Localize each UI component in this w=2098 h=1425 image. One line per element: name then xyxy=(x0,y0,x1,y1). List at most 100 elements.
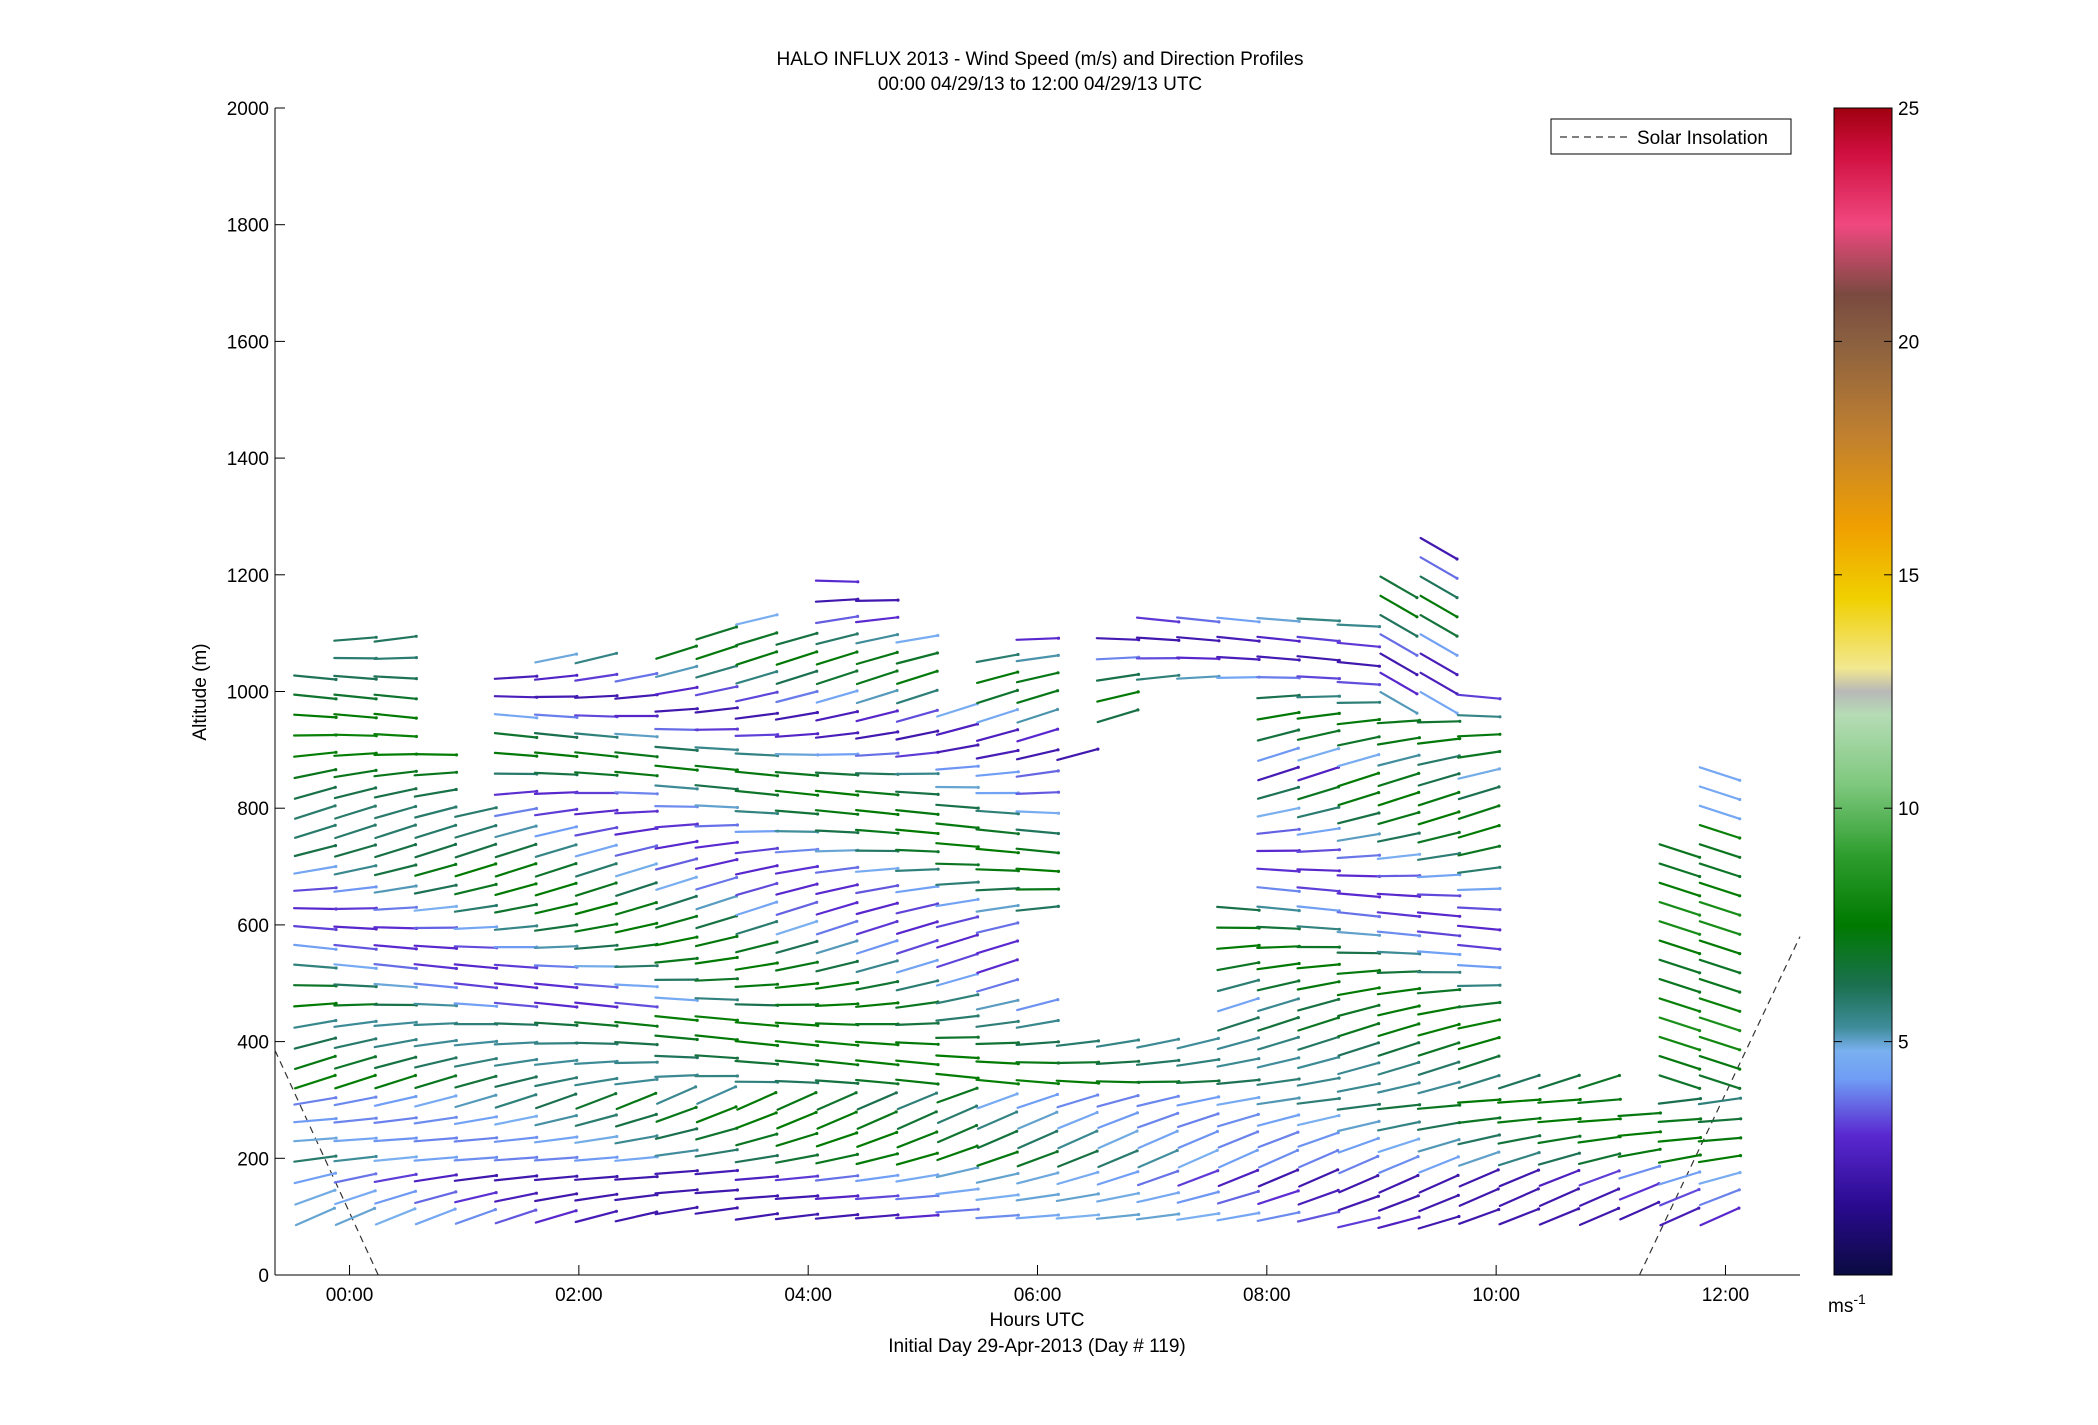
wind-arrow-head xyxy=(1455,711,1459,715)
wind-arrow xyxy=(1497,1151,1541,1167)
wind-arrow-head xyxy=(1498,732,1502,736)
wind-arrow xyxy=(1256,1113,1300,1127)
wind-arrow xyxy=(976,689,1019,705)
wind-arrow xyxy=(654,804,699,808)
wind-arrow xyxy=(774,732,819,738)
wind-arrow xyxy=(1376,970,1421,975)
wind-arrow-head xyxy=(976,1166,980,1170)
wind-arrow-head xyxy=(774,1111,778,1115)
wind-arrow-head xyxy=(1337,997,1341,1001)
wind-arrow-head xyxy=(1658,1147,1662,1151)
wind-arrow xyxy=(1216,997,1260,1013)
wind-arrow-head xyxy=(1377,895,1382,899)
wind-arrow xyxy=(614,922,658,934)
wind-arrow-head xyxy=(735,840,739,844)
wind-arrow-head xyxy=(1698,1009,1702,1013)
wind-arrow-head xyxy=(775,940,779,944)
wind-arrow-head xyxy=(1056,831,1060,836)
wind-arrow-head xyxy=(1257,908,1261,912)
wind-arrow xyxy=(454,1191,498,1204)
wind-arrow-head xyxy=(934,1110,938,1114)
wind-arrow xyxy=(1296,1114,1341,1127)
wind-arrow xyxy=(1659,1206,1700,1227)
wind-arrow-head xyxy=(1136,672,1141,677)
wind-arrow xyxy=(1336,969,1381,975)
wind-arrow-head xyxy=(454,770,459,774)
wind-arrow-head xyxy=(454,946,459,951)
wind-arrow xyxy=(1336,641,1381,648)
wind-arrow-head xyxy=(695,1018,699,1023)
wind-arrow-head xyxy=(1016,851,1020,855)
wind-arrow-head xyxy=(1698,1097,1703,1101)
wind-arrow xyxy=(534,652,578,664)
wind-arrow-head xyxy=(896,793,900,797)
wind-arrow xyxy=(534,902,578,915)
colorbar-tick-label: 15 xyxy=(1898,566,1919,587)
wind-arrow-head xyxy=(856,1063,860,1067)
wind-arrow xyxy=(855,669,899,686)
wind-arrow xyxy=(1096,1192,1140,1203)
wind-arrow-head xyxy=(976,743,980,747)
wind-arrow-head xyxy=(816,1174,820,1178)
wind-arrow-head xyxy=(1617,1169,1621,1173)
wind-arrow xyxy=(373,752,418,757)
wind-arrow-head xyxy=(495,1004,499,1008)
wind-arrow xyxy=(976,1110,1018,1130)
wind-arrow-head xyxy=(815,650,819,654)
wind-arrow xyxy=(975,868,1020,872)
wind-arrow xyxy=(1619,1201,1660,1221)
wind-arrow-head xyxy=(1056,851,1060,855)
wind-arrow xyxy=(1377,791,1420,807)
wind-arrow-head xyxy=(535,1135,539,1139)
wind-arrow-head xyxy=(1097,1213,1101,1217)
wind-arrow xyxy=(1015,654,1060,663)
wind-arrow-head xyxy=(1415,653,1419,657)
wind-arrow xyxy=(1498,1168,1540,1188)
wind-arrow xyxy=(814,1079,859,1085)
wind-arrow xyxy=(895,1059,940,1066)
wind-arrow-head xyxy=(1738,1048,1742,1052)
wind-arrow-head xyxy=(936,902,940,906)
wind-arrow-head xyxy=(815,669,819,673)
wind-arrow-head xyxy=(1015,939,1020,943)
wind-arrow xyxy=(534,1209,578,1224)
wind-arrow-head xyxy=(454,787,458,792)
wind-arrow xyxy=(1135,616,1180,624)
wind-arrow xyxy=(614,1210,658,1223)
wind-arrow-head xyxy=(1055,1129,1059,1133)
wind-arrow xyxy=(533,923,578,932)
wind-arrow-head xyxy=(1497,1054,1501,1058)
wind-arrow xyxy=(895,1000,940,1009)
wind-arrow xyxy=(1337,1022,1380,1038)
wind-arrow xyxy=(373,863,417,877)
wind-arrow xyxy=(533,751,578,758)
wind-arrow xyxy=(1537,1098,1582,1104)
wind-arrow xyxy=(1015,905,1060,912)
wind-arrow xyxy=(1379,633,1419,657)
wind-arrow-head xyxy=(775,920,779,924)
wind-arrow-head xyxy=(896,1194,900,1198)
wind-arrow-head xyxy=(1417,831,1421,835)
wind-arrow-head xyxy=(1337,889,1341,893)
wind-arrow-head xyxy=(334,927,338,932)
wind-arrow xyxy=(694,935,739,948)
wind-arrow xyxy=(975,1078,1020,1086)
wind-arrow xyxy=(1496,1098,1542,1104)
wind-arrow-head xyxy=(976,863,980,867)
wind-arrow-head xyxy=(1337,826,1341,831)
wind-arrow-head xyxy=(1136,1038,1141,1042)
wind-arrow-head xyxy=(334,1096,338,1100)
wind-arrow-head xyxy=(1016,728,1020,732)
wind-arrow-head xyxy=(896,1063,900,1067)
wind-arrow-head xyxy=(414,1038,418,1042)
wind-arrow xyxy=(814,849,859,853)
wind-arrow xyxy=(856,1110,898,1130)
wind-arrow xyxy=(373,1095,417,1107)
wind-arrow xyxy=(294,804,337,820)
wind-arrow-head xyxy=(333,1188,337,1192)
wind-arrow xyxy=(493,1022,538,1026)
wind-arrow xyxy=(1296,925,1341,931)
wind-arrow-head xyxy=(1738,1171,1742,1175)
wind-arrow-head xyxy=(575,773,579,777)
wind-arrow-head xyxy=(615,773,619,777)
